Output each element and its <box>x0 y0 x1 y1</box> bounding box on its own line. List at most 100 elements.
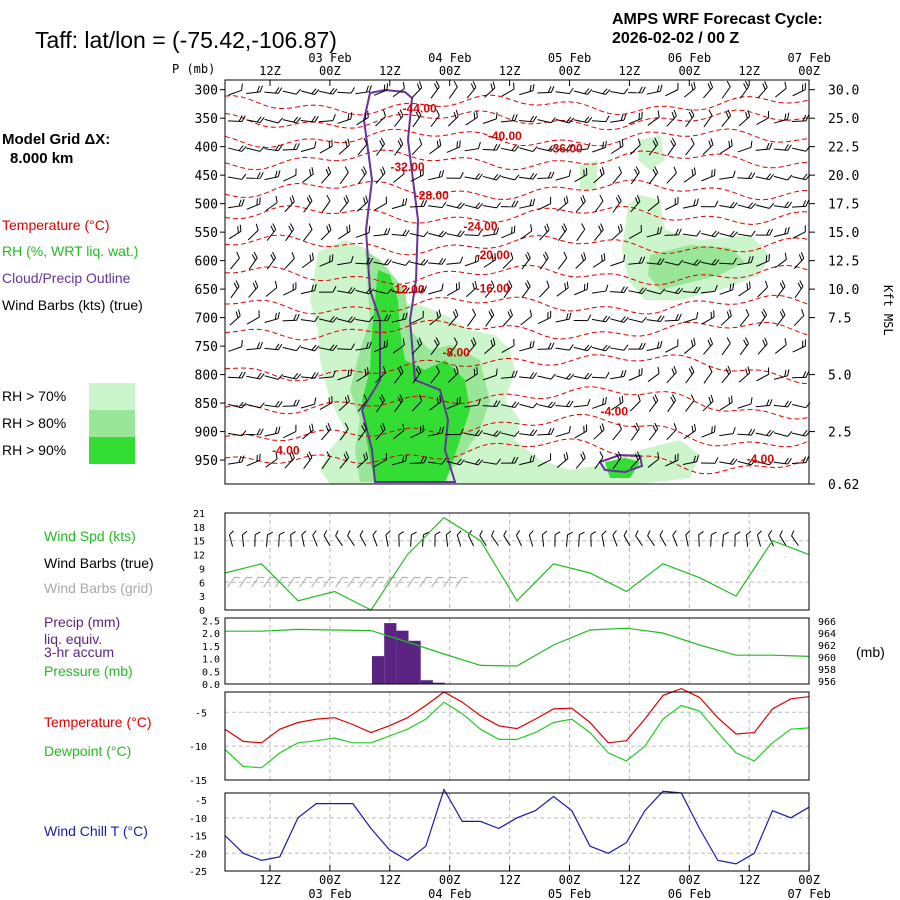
bottom-time-tick-label: 00Z <box>439 873 461 887</box>
wind-barb <box>464 429 483 437</box>
wind-barb <box>319 139 333 154</box>
precip-bar <box>384 623 397 684</box>
temperature-isotherms <box>224 94 810 475</box>
wind-barb <box>482 173 502 181</box>
kft-tick-label: 10.0 <box>828 283 859 298</box>
wind-barb <box>773 201 792 209</box>
wind-barb <box>428 230 447 238</box>
wind-barb <box>376 137 385 156</box>
wind-barb <box>630 422 640 441</box>
wind-barb <box>537 171 555 180</box>
model-grid-label: Model Grid ΔX: <box>2 131 110 148</box>
wind-barb <box>685 109 695 128</box>
wind-barb-grid <box>443 576 457 588</box>
wind-barb-grid <box>239 576 253 588</box>
wind-barb <box>484 81 496 98</box>
precip-y-tick-label: 1.5 <box>202 642 220 653</box>
precip-title: Precip (mm) <box>44 614 120 630</box>
wind-barb <box>265 281 278 297</box>
wind-barb <box>594 194 604 213</box>
wind-barb <box>355 341 372 351</box>
wind-barb <box>702 138 714 155</box>
top-time-tick-label: 12Z <box>619 64 641 78</box>
wind-barb <box>610 113 627 123</box>
wind-barb <box>646 84 663 95</box>
wind-barb <box>739 80 749 99</box>
wind-barb <box>282 345 302 352</box>
wind-barb <box>446 396 461 410</box>
pressure-tick-label: 350 <box>195 112 218 127</box>
wind-barb <box>539 251 549 270</box>
wind-barb <box>482 458 501 465</box>
wind-barb <box>703 109 713 128</box>
bottom-date-label: 06 Feb <box>668 887 711 900</box>
rh90-region <box>362 270 470 482</box>
wind-barb <box>537 145 556 152</box>
wind-barb <box>428 170 445 181</box>
wind-barb-true <box>479 530 487 547</box>
location-title: Taff: lat/lon = (-75.42,-106.87) <box>35 27 337 53</box>
wind-barbs-field <box>227 80 811 470</box>
wind-barbs-true-label: Wind Barbs (true) <box>44 555 154 571</box>
wind-barb <box>447 366 459 383</box>
wind-barb <box>792 145 811 152</box>
wind-barb <box>575 195 586 213</box>
wind-barb <box>430 365 440 384</box>
wind-barb <box>682 230 701 237</box>
bottom-date-label: 07 Feb <box>788 887 831 900</box>
bottom-time-tick-label: 00Z <box>798 873 820 887</box>
wind-barb <box>793 252 805 270</box>
wind-barb <box>500 174 520 181</box>
wind-barb <box>319 254 334 267</box>
wind-barb <box>737 428 756 436</box>
bottom-date-label: 04 Feb <box>428 887 471 900</box>
wind-barb <box>576 223 586 242</box>
wind-barb <box>303 223 313 241</box>
wind-barb <box>646 315 665 323</box>
wind-barb <box>775 81 787 98</box>
wind-barb <box>574 424 588 439</box>
wind-barb <box>447 109 459 127</box>
wind-barb-grid <box>323 576 337 588</box>
wind-barb <box>228 340 243 352</box>
kft-tick-label: 15.0 <box>828 226 859 241</box>
isotherm-line <box>224 205 810 226</box>
wind-barb-true <box>710 531 717 547</box>
wind-barb <box>264 170 281 181</box>
wind-barb <box>265 195 278 212</box>
wind-barb <box>664 287 684 295</box>
pressure-y-tick-label: 966 <box>818 617 836 628</box>
wind-barb <box>248 280 259 298</box>
wind-barb <box>430 337 440 356</box>
wind-barb <box>246 85 263 94</box>
wind-y-tick-label: 21 <box>193 509 205 520</box>
wind-barb-true <box>768 530 774 547</box>
wind-barb <box>356 451 369 469</box>
wind-barb-true <box>659 530 667 547</box>
wind-barb <box>410 168 424 182</box>
wind-barb <box>228 455 245 465</box>
temperature-contour-label: -20.00 <box>476 248 510 262</box>
wind-barb <box>629 138 641 155</box>
wind-barb <box>300 88 320 95</box>
kft-tick-label: 22.5 <box>828 141 859 156</box>
wind-barb <box>339 422 349 441</box>
precip-panel-gridlines <box>269 618 750 684</box>
wind-barb <box>755 399 773 408</box>
legend-rh70-swatch <box>89 383 135 410</box>
wind-barb <box>282 88 302 95</box>
wind-barb <box>610 88 629 95</box>
wind-y-ticks: 0 3 6 9 12 15 18 21 <box>193 509 205 617</box>
wind-barb <box>464 458 484 466</box>
wind-barb-true <box>398 531 404 547</box>
wind-barb <box>537 427 555 436</box>
wind-barb <box>428 201 447 209</box>
wind-barb <box>357 166 367 185</box>
pressure-unit: (mb) <box>856 644 885 660</box>
wind-barb <box>612 451 622 470</box>
precip-y-tick-label: 0.5 <box>202 667 220 678</box>
wind-barbs-grid-label: Wind Barbs (grid) <box>44 580 153 596</box>
wind-barb <box>319 87 338 95</box>
bottom-time-tick-label: 00Z <box>678 873 700 887</box>
wind-barb <box>283 282 297 296</box>
